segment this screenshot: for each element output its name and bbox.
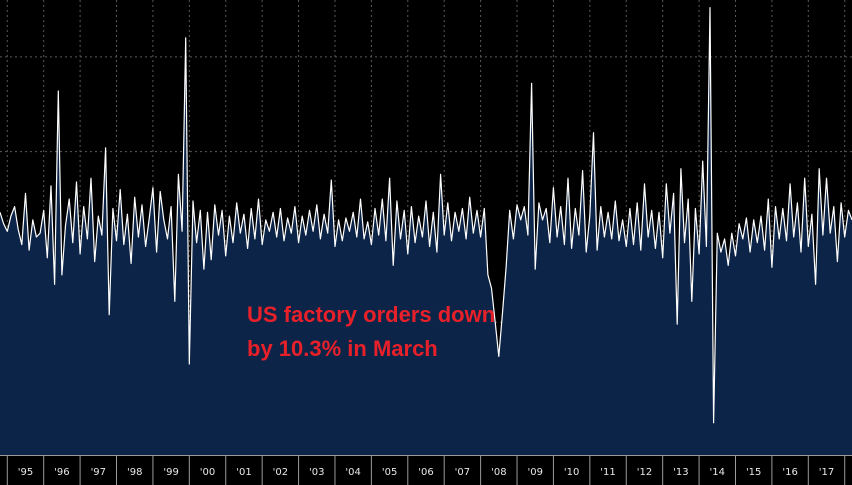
x-tick-label: '97 (91, 467, 106, 478)
x-tick-label: '12 (637, 467, 652, 478)
x-tick-label: '06 (418, 467, 433, 478)
x-tick-label: '05 (382, 467, 397, 478)
annotation-line-1: US factory orders down (247, 302, 495, 327)
x-tick-label: '11 (600, 467, 615, 478)
x-axis-band (0, 455, 852, 485)
annotation-line-2: by 10.3% in March (247, 336, 438, 361)
x-tick-label: '03 (309, 467, 324, 478)
series-area (0, 7, 852, 455)
x-tick-label: '98 (127, 467, 142, 478)
x-tick-label: '04 (345, 467, 360, 478)
x-tick-label: '00 (200, 467, 215, 478)
x-tick-label: '02 (273, 467, 288, 478)
x-tick-label: '96 (54, 467, 69, 478)
x-tick-label: '14 (710, 467, 725, 478)
x-tick-label: '95 (18, 467, 33, 478)
series-line (0, 7, 852, 424)
x-tick-label: '16 (782, 467, 797, 478)
x-tick-label: '09 (527, 467, 542, 478)
x-tick-label: '08 (491, 467, 506, 478)
x-tick-label: '15 (746, 467, 761, 478)
line-layer (0, 7, 852, 424)
x-tick-label: '13 (673, 467, 688, 478)
annotation: US factory orders down by 10.3% in March (247, 302, 495, 361)
x-axis: '94'95'96'97'98'99'00'01'02'03'04'05'06'… (0, 455, 852, 485)
x-tick-label: '17 (819, 467, 834, 478)
x-tick-label: '10 (564, 467, 579, 478)
area-layer (0, 7, 852, 455)
x-tick-label: '99 (163, 467, 178, 478)
x-tick-label: '07 (455, 467, 470, 478)
x-tick-label: '01 (236, 467, 251, 478)
